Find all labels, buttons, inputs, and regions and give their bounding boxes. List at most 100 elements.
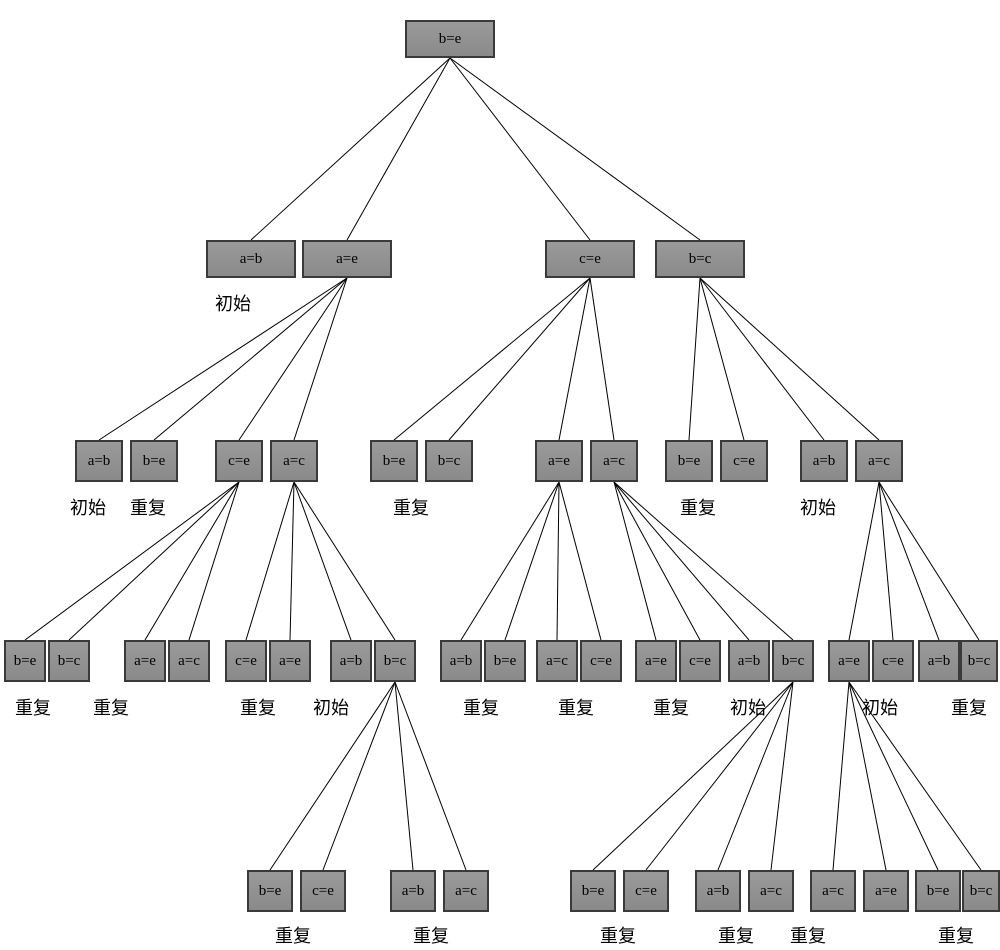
annotation: 重复 (240, 694, 276, 720)
annotation: 重复 (463, 694, 499, 720)
tree-node: a=e (828, 640, 870, 682)
tree-node: c=e (720, 440, 768, 482)
node-label: a=c (283, 453, 305, 470)
tree-node: a=c (855, 440, 903, 482)
node-label: b=c (782, 653, 805, 670)
tree-node: a=e (269, 640, 311, 682)
annotation: 重复 (653, 694, 689, 720)
tree-node: b=e (665, 440, 713, 482)
node-label: c=e (882, 653, 904, 670)
node-label: b=e (678, 453, 701, 470)
tree-node: c=e (623, 870, 669, 912)
node-label: a=e (279, 653, 301, 670)
tree-node: c=e (300, 870, 346, 912)
tree-node: b=c (48, 640, 90, 682)
node-label: a=b (450, 653, 473, 670)
tree-node: c=e (580, 640, 622, 682)
node-label: b=e (927, 883, 950, 900)
tree-diagram: { "type":"tree", "background_color":"#ff… (0, 0, 1000, 950)
annotation: 重复 (93, 694, 129, 720)
tree-node: b=e (130, 440, 178, 482)
tree-node: c=e (545, 240, 635, 278)
tree-node: a=c (270, 440, 318, 482)
tree-node: b=e (370, 440, 418, 482)
tree-node: a=e (635, 640, 677, 682)
node-label: b=c (689, 251, 712, 268)
tree-node: a=c (748, 870, 794, 912)
tree-node: a=e (124, 640, 166, 682)
node-label: c=e (235, 653, 257, 670)
tree-node: a=e (535, 440, 583, 482)
tree-node: a=c (443, 870, 489, 912)
annotation: 初始 (862, 694, 898, 720)
node-label: c=e (228, 453, 250, 470)
node-label: c=e (590, 653, 612, 670)
annotation: 重复 (680, 494, 716, 520)
node-label: a=c (455, 883, 477, 900)
node-label: c=e (635, 883, 657, 900)
node-label: a=c (603, 453, 625, 470)
tree-node: a=c (810, 870, 856, 912)
tree-node: c=e (215, 440, 263, 482)
tree-node: b=e (570, 870, 616, 912)
tree-node: a=c (168, 640, 210, 682)
node-label: c=e (312, 883, 334, 900)
annotation: 重复 (558, 694, 594, 720)
annotation: 重复 (600, 922, 636, 948)
node-label: a=b (813, 453, 836, 470)
tree-node: a=b (440, 640, 482, 682)
tree-node: b=c (374, 640, 416, 682)
annotation: 初始 (730, 694, 766, 720)
node-label: b=e (259, 883, 282, 900)
annotation: 重复 (790, 922, 826, 948)
tree-node: a=c (536, 640, 578, 682)
node-label: a=b (240, 251, 263, 268)
tree-node: a=b (206, 240, 296, 278)
node-label: c=e (733, 453, 755, 470)
annotation: 重复 (718, 922, 754, 948)
node-label: b=e (14, 653, 37, 670)
node-label: b=e (439, 31, 462, 48)
tree-node: c=e (872, 640, 914, 682)
annotation: 重复 (275, 922, 311, 948)
node-label: c=e (579, 251, 601, 268)
tree-node: a=e (302, 240, 392, 278)
tree-node: a=b (800, 440, 848, 482)
tree-node: a=b (390, 870, 436, 912)
node-label: b=e (383, 453, 406, 470)
node-label: a=c (868, 453, 890, 470)
tree-node: b=c (772, 640, 814, 682)
node-label: b=c (970, 883, 993, 900)
tree-node: a=b (75, 440, 123, 482)
tree-node: b=c (962, 870, 1000, 912)
node-label: b=e (143, 453, 166, 470)
annotation: 初始 (215, 290, 251, 316)
node-label: a=e (838, 653, 860, 670)
tree-node: a=b (695, 870, 741, 912)
node-label: a=c (760, 883, 782, 900)
node-label: a=b (738, 653, 761, 670)
tree-node: c=e (225, 640, 267, 682)
annotation: 初始 (800, 494, 836, 520)
node-label: b=c (438, 453, 461, 470)
tree-node: a=b (330, 640, 372, 682)
tree-node: b=e (484, 640, 526, 682)
tree-node: a=c (590, 440, 638, 482)
tree-node: b=e (405, 20, 495, 58)
node-label: a=b (707, 883, 730, 900)
tree-node: a=b (728, 640, 770, 682)
node-label: b=e (494, 653, 517, 670)
node-label: c=e (689, 653, 711, 670)
node-label: b=c (968, 653, 991, 670)
tree-node: a=e (863, 870, 909, 912)
annotation: 重复 (130, 494, 166, 520)
annotation: 重复 (938, 922, 974, 948)
node-label: a=e (336, 251, 358, 268)
tree-node: a=b (918, 640, 960, 682)
node-label: b=c (384, 653, 407, 670)
node-label: a=c (546, 653, 568, 670)
node-label: b=c (58, 653, 81, 670)
node-label: a=c (178, 653, 200, 670)
node-label: a=e (548, 453, 570, 470)
annotation: 重复 (393, 494, 429, 520)
